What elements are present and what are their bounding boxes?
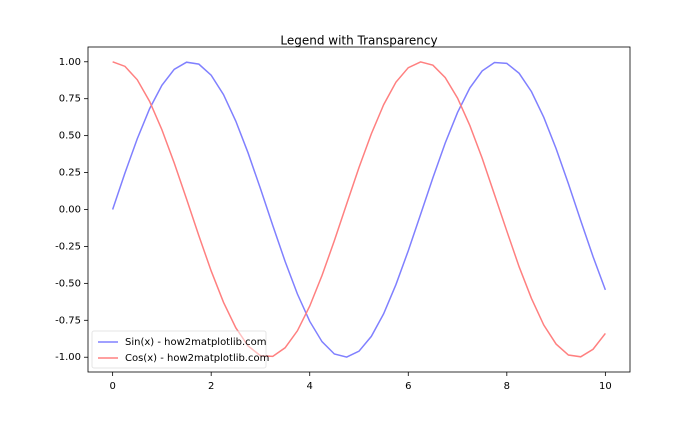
x-tick-label: 0 bbox=[109, 381, 115, 392]
y-tick-label: -0.75 bbox=[55, 315, 81, 326]
x-tick-label: 8 bbox=[504, 381, 510, 392]
y-tick-label: 0.00 bbox=[59, 205, 81, 216]
y-tick-label: 0.25 bbox=[59, 168, 81, 179]
y-tick-label: -0.25 bbox=[55, 241, 81, 252]
x-tick-label: 10 bbox=[599, 381, 612, 392]
y-tick-label: 0.75 bbox=[59, 94, 81, 105]
y-tick-label: -1.00 bbox=[55, 352, 81, 363]
legend-box bbox=[91, 330, 267, 369]
series-line bbox=[111, 61, 607, 358]
plot-frame bbox=[87, 46, 631, 373]
series-line bbox=[112, 61, 606, 358]
chart-title: Legend with Transparency bbox=[280, 34, 437, 48]
legend-label: Cos(x) - how2matplotlib.com bbox=[125, 353, 269, 364]
x-tick-label: 4 bbox=[307, 381, 313, 392]
y-tick-label: 1.00 bbox=[59, 57, 81, 68]
legend-label: Sin(x) - how2matplotlib.com bbox=[125, 337, 267, 348]
y-tick-label: 0.50 bbox=[59, 131, 81, 142]
y-tick-label: -0.50 bbox=[55, 278, 81, 289]
x-tick-label: 2 bbox=[208, 381, 214, 392]
x-tick-label: 6 bbox=[405, 381, 411, 392]
legend: Sin(x) - how2matplotlib.com Cos(x) - how2… bbox=[91, 330, 269, 369]
